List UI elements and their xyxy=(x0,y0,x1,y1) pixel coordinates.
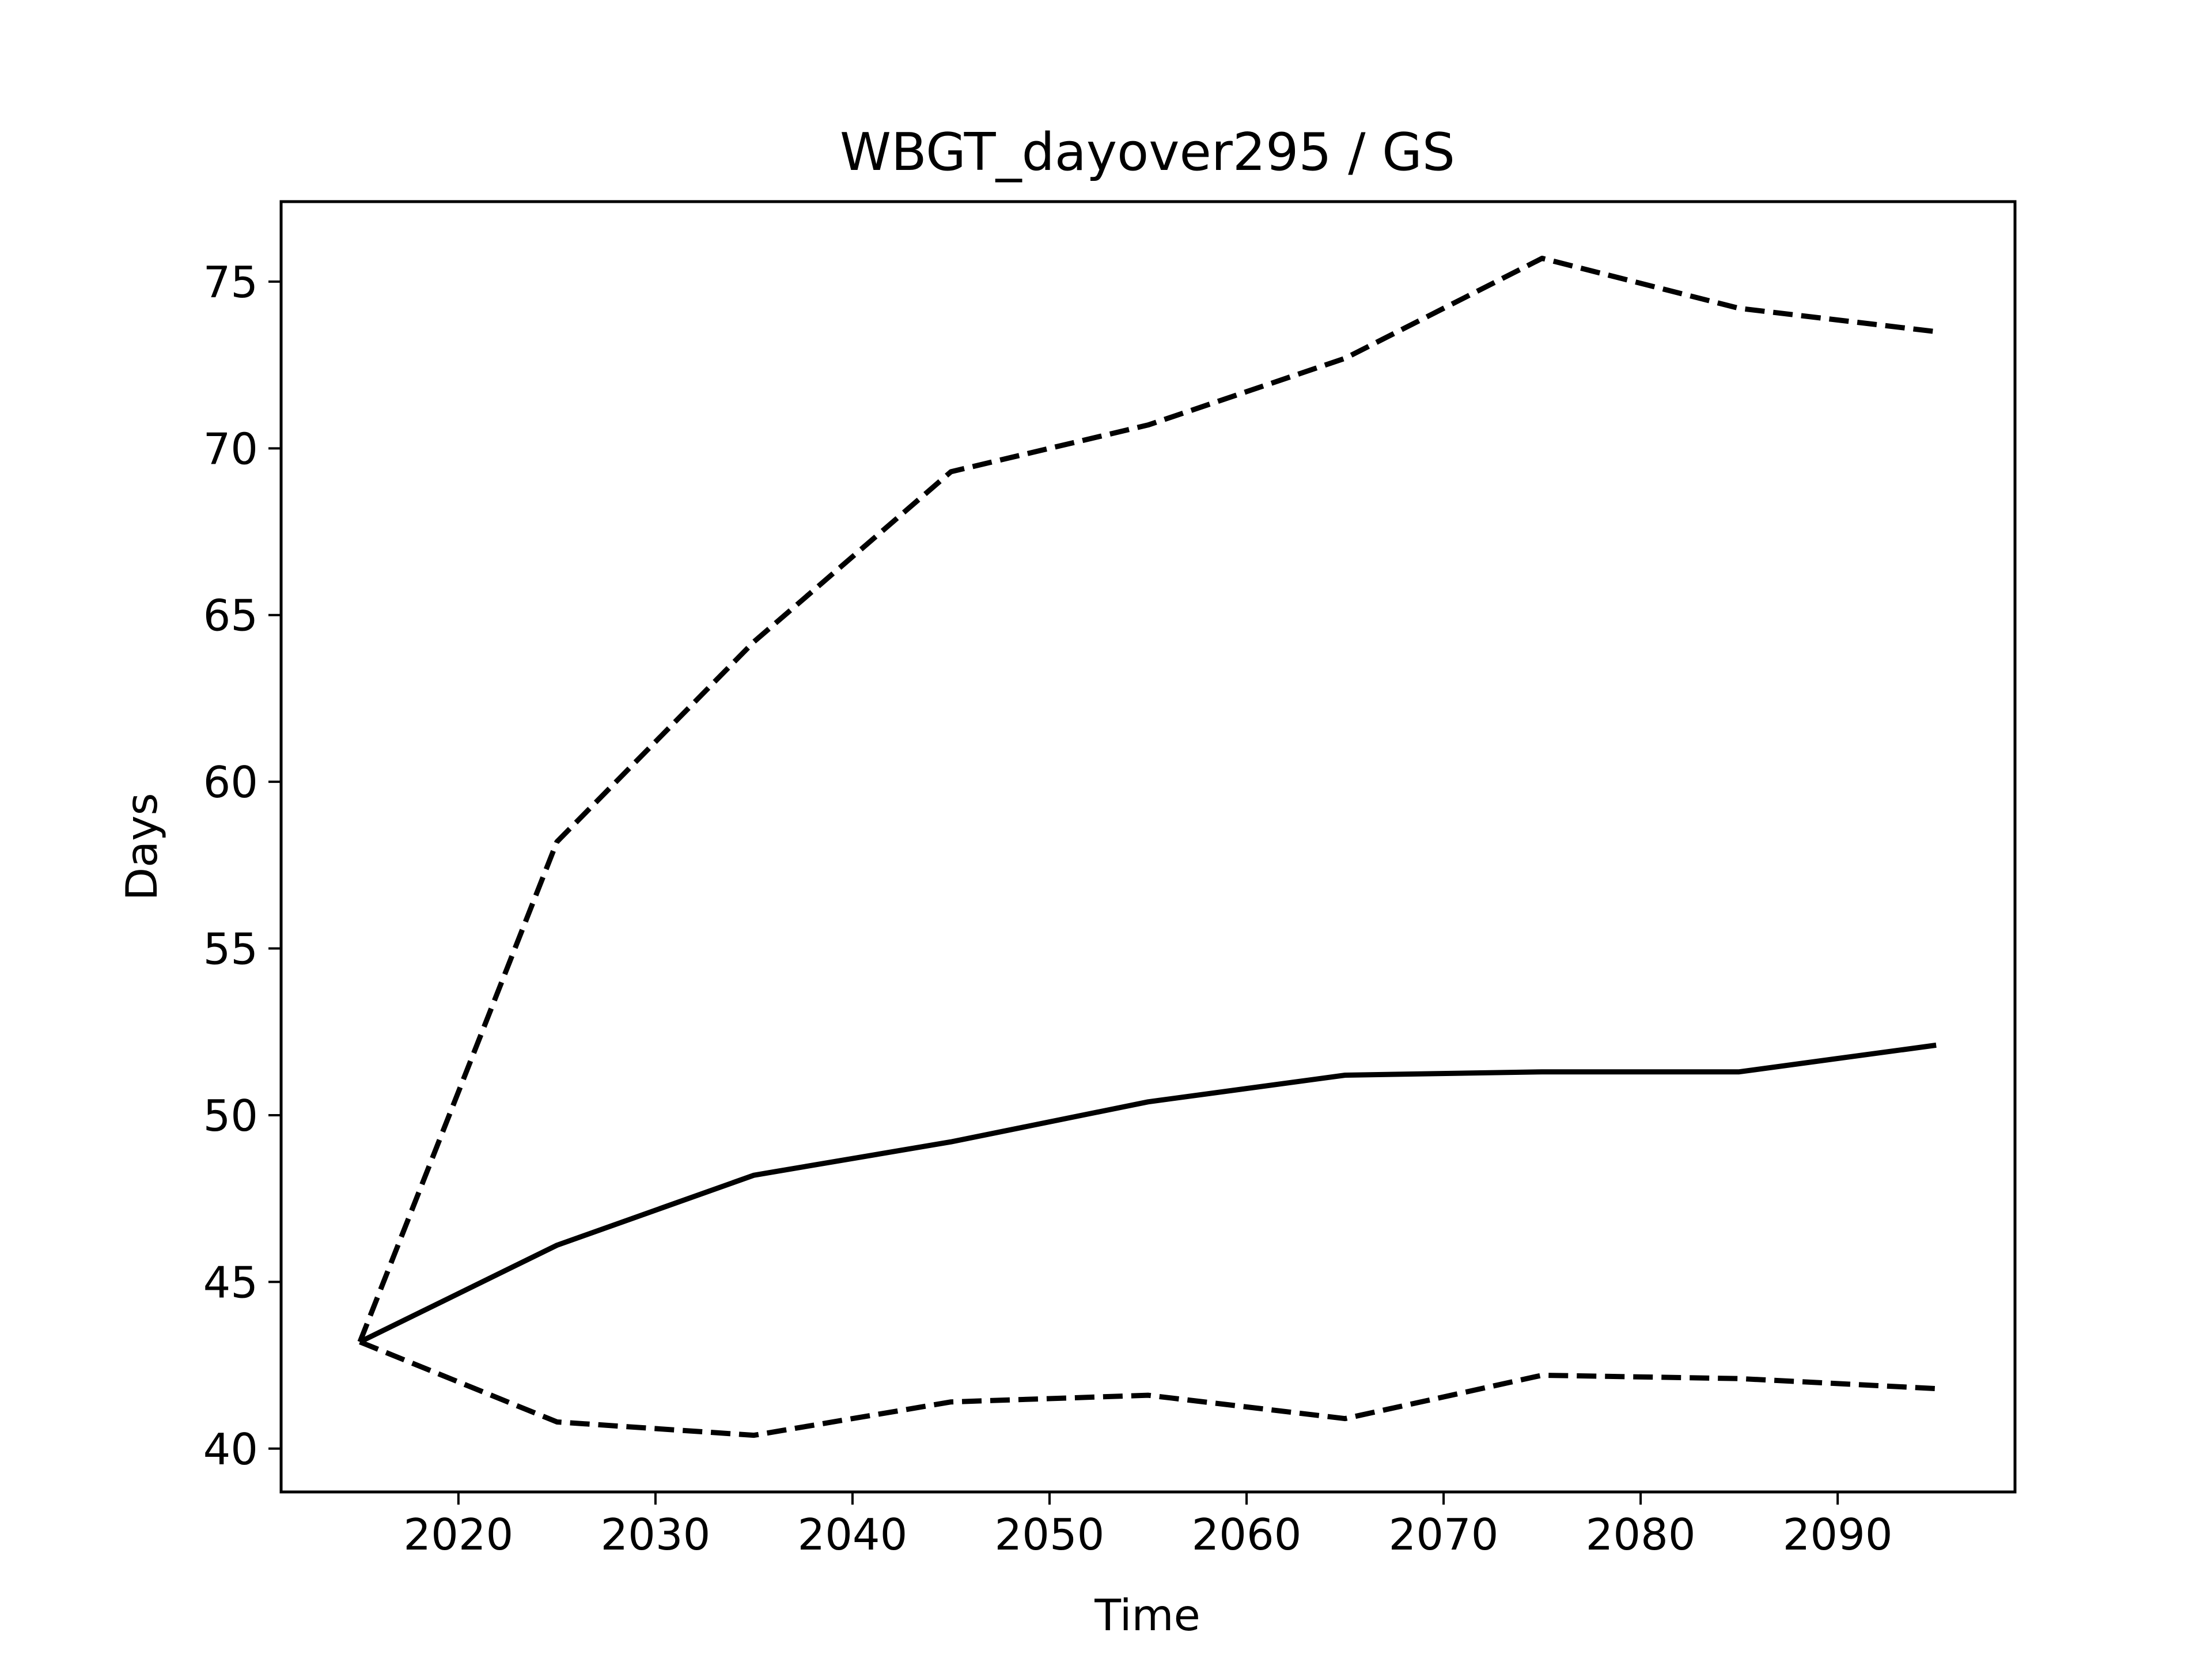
series-line-upper xyxy=(357,255,1937,1343)
y-tick-label: 50 xyxy=(203,1090,258,1141)
x-tick-label: 2070 xyxy=(1389,1509,1499,1560)
y-axis-ticks: 40 45 50 55 60 65 70 75 xyxy=(203,257,281,1475)
y-tick-label: 45 xyxy=(203,1257,258,1308)
x-axis-label: Time xyxy=(1094,1590,1200,1641)
x-tick-label: 2030 xyxy=(600,1509,710,1560)
x-tick-label: 2040 xyxy=(797,1509,907,1560)
series-line-mean xyxy=(358,1042,1937,1344)
y-tick-label: 70 xyxy=(203,423,258,474)
y-tick-label: 60 xyxy=(203,757,258,808)
chart-title: WBGT_dayover295 / GS xyxy=(840,122,1455,183)
y-tick-label: 55 xyxy=(203,924,258,975)
x-tick-label: 2080 xyxy=(1586,1509,1696,1560)
y-tick-label: 75 xyxy=(203,257,258,308)
series-line-lower xyxy=(359,1339,1937,1438)
x-tick-label: 2050 xyxy=(995,1509,1105,1560)
y-tick-label: 40 xyxy=(203,1424,258,1475)
x-axis-ticks: 2020 2030 2040 2050 2060 2070 2080 2090 xyxy=(403,1492,1893,1560)
y-tick-label: 65 xyxy=(203,590,258,641)
x-tick-label: 2060 xyxy=(1192,1509,1302,1560)
x-tick-label: 2090 xyxy=(1783,1509,1893,1560)
y-axis-label: Days xyxy=(116,793,167,900)
x-tick-label: 2020 xyxy=(403,1509,513,1560)
plot-area-frame xyxy=(279,200,2017,1494)
series-layer xyxy=(357,255,1937,1438)
